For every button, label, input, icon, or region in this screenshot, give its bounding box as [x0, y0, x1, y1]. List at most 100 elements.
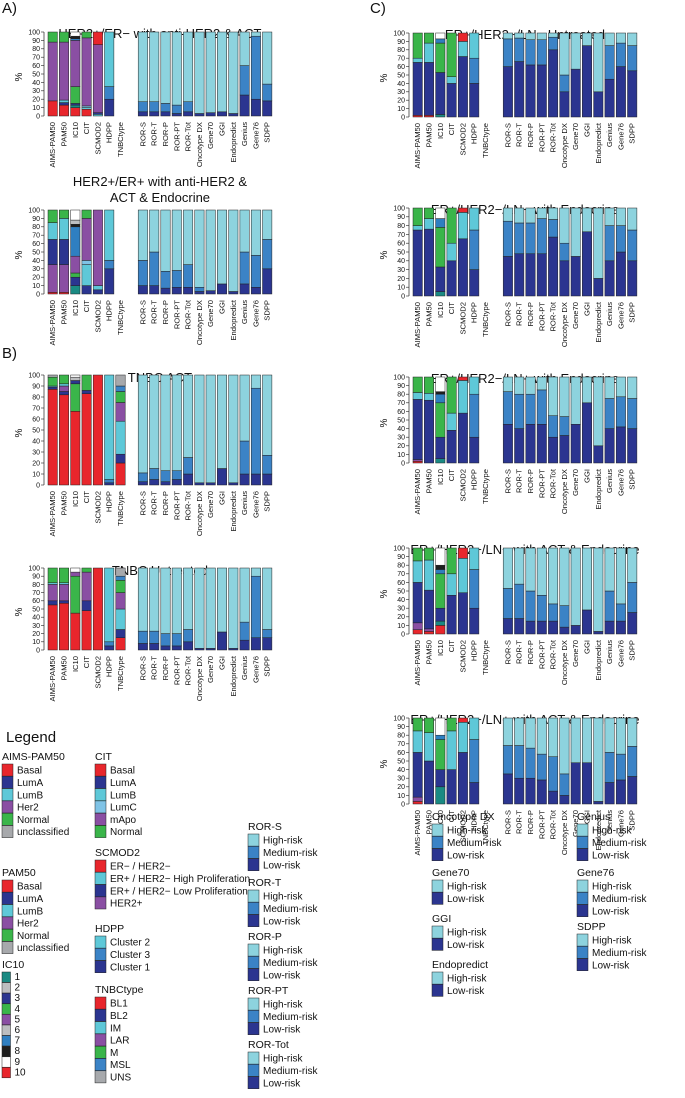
x-tick-label: PAM50 — [425, 640, 434, 664]
bar-segment — [194, 567, 205, 649]
bar-segment — [412, 717, 423, 732]
legend-swatch — [431, 848, 444, 861]
bar-segment — [194, 113, 205, 117]
bar-segment — [435, 38, 446, 44]
bar-segment — [262, 473, 273, 486]
y-tick-label: 50 — [397, 758, 405, 765]
x-tick-label: IC10 — [436, 302, 445, 318]
x-tick-label: AIMS-PAM50 — [48, 656, 57, 701]
legend-swatch — [1, 1067, 11, 1079]
legend-label: 3 — [15, 993, 21, 1004]
legend-label: High-risk — [263, 946, 303, 957]
bar-segment — [81, 285, 92, 295]
bar-segment — [194, 482, 205, 486]
bar-segment — [239, 440, 250, 475]
y-tick-label: 70 — [32, 55, 40, 62]
bar-segment — [81, 264, 92, 286]
x-tick-label: Endopredict — [594, 301, 603, 342]
x-tick-label: HDPP — [470, 123, 479, 144]
legend-label: High-risk — [447, 974, 487, 985]
bar-segment — [183, 473, 194, 486]
bar-segment — [47, 386, 58, 390]
bar-segment — [92, 112, 103, 115]
bar-segment — [424, 589, 434, 630]
bar-segment — [446, 595, 457, 635]
legend-swatch — [94, 1033, 107, 1047]
y-tick-label: 100 — [28, 372, 40, 379]
x-tick-label: PAM50 — [425, 302, 434, 326]
x-tick-label: GGI — [218, 491, 227, 505]
chart-A1: HER2+/ER− with anti-HER2 & ACT0102030405… — [14, 26, 273, 167]
bar-segment — [205, 31, 216, 113]
y-tick-label: 30 — [32, 623, 40, 630]
bar-segment — [160, 111, 171, 117]
x-tick-label: Genius — [605, 302, 614, 326]
bar-segment — [525, 547, 536, 592]
y-tick-label: 100 — [393, 30, 405, 37]
bar-segment — [137, 472, 148, 482]
legend-group-title: GGI — [432, 913, 451, 925]
bar-segment — [627, 207, 638, 231]
legend-swatch — [94, 1058, 107, 1071]
bar-segment — [593, 717, 604, 802]
bar-segment — [548, 620, 559, 635]
bar-segment — [435, 734, 446, 740]
x-tick-label: HDPP — [470, 640, 479, 661]
bar-segment — [70, 612, 81, 651]
bar-segment — [262, 100, 273, 117]
bar-segment — [47, 389, 58, 486]
bar-segment — [70, 31, 81, 37]
bar-segment — [502, 745, 513, 775]
y-tick-label: 20 — [397, 784, 405, 791]
y-tick-label: 100 — [393, 374, 405, 381]
x-tick-label: Gene76 — [616, 810, 625, 837]
bar-segment — [59, 41, 69, 101]
bar-segment — [514, 777, 525, 805]
legend-label: ER+ / HER2− High Proliferation — [110, 874, 250, 885]
legend-swatch — [1, 1056, 11, 1068]
x-tick-label: IC10 — [71, 300, 80, 316]
y-tick-label: 10 — [397, 452, 405, 459]
bar-segment — [250, 287, 261, 295]
bar-segment — [183, 641, 194, 651]
bar-segment — [435, 620, 446, 626]
y-tick-label: 30 — [32, 88, 40, 95]
bar-segment — [615, 717, 626, 755]
legend-label: Low-risk — [263, 1024, 301, 1035]
legend-label: Normal — [17, 815, 49, 826]
bar-segment — [615, 396, 626, 428]
legend-layer: AIMS-PAM50BasalLumALumBHer2Normalunclass… — [1, 751, 647, 1089]
bar-segment — [559, 242, 570, 262]
legend-group-title: ROR-Tot — [248, 1039, 289, 1051]
legend-swatch — [1, 941, 14, 954]
legend-label: Basal — [17, 882, 42, 893]
legend-label: BL1 — [110, 999, 128, 1010]
x-tick-label: AIMS-PAM50 — [413, 810, 422, 855]
y-tick-label: 50 — [397, 72, 405, 79]
y-tick-label: 0 — [36, 482, 40, 489]
y-tick-label: 100 — [28, 207, 40, 214]
y-tick-label: 20 — [397, 614, 405, 621]
bar-segment — [171, 113, 182, 117]
legend-label: LumB — [110, 790, 136, 801]
bar-segment — [514, 618, 525, 635]
bar-segment — [81, 374, 92, 391]
bar-segment — [446, 730, 457, 770]
legend-label: Medium-risk — [263, 958, 318, 969]
y-tick-label: 10 — [397, 106, 405, 113]
bar-segment — [627, 70, 638, 118]
x-tick-label: ROR-P — [526, 123, 535, 147]
legend-swatch — [431, 836, 444, 849]
bar-segment — [115, 567, 126, 577]
legend-swatch — [94, 996, 107, 1010]
bar-segment — [627, 612, 638, 635]
legend-label: Normal — [110, 827, 142, 838]
bar-segment — [593, 445, 604, 464]
y-tick-label: 30 — [397, 89, 405, 96]
x-tick-label: AIMS-PAM50 — [413, 640, 422, 685]
bar-segment — [70, 255, 81, 274]
bar-segment — [137, 31, 148, 102]
y-tick-label: 10 — [397, 793, 405, 800]
bar-segment — [412, 622, 423, 630]
